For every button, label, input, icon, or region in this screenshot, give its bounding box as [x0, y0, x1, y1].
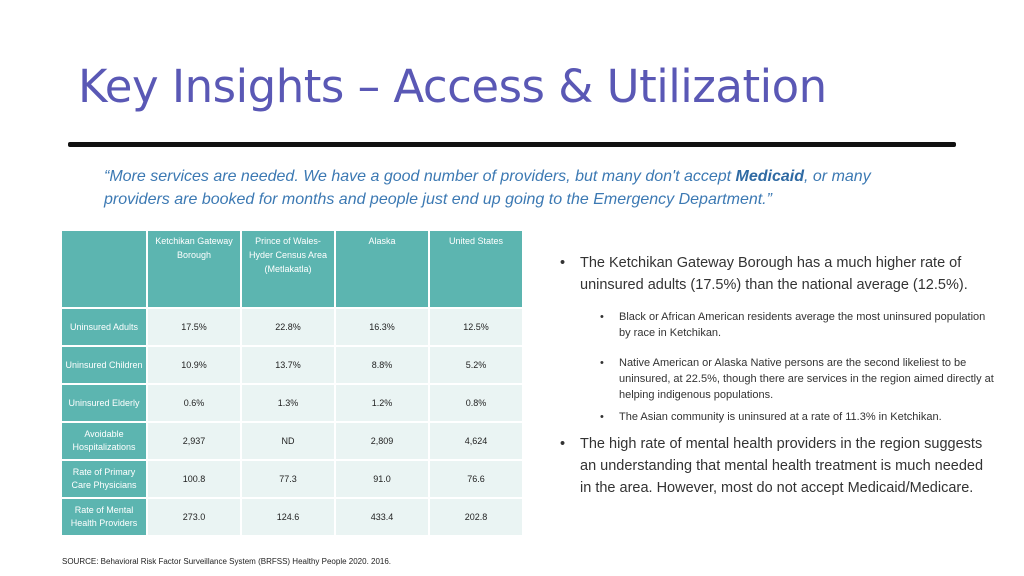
table-cell: 124.6	[242, 499, 334, 535]
table-row: Rate of Mental Health Providers 273.0 12…	[62, 499, 522, 535]
table-cell: 433.4	[336, 499, 428, 535]
quote: “More services are needed. We have a goo…	[104, 165, 924, 211]
table-cell: 2,937	[148, 423, 240, 459]
table-cell: 22.8%	[242, 309, 334, 345]
row-label: Uninsured Adults	[62, 309, 146, 345]
page-title: Key Insights – Access & Utilization	[78, 60, 827, 113]
row-label: Uninsured Children	[62, 347, 146, 383]
table-cell: 13.7%	[242, 347, 334, 383]
table-row: Uninsured Children 10.9% 13.7% 8.8% 5.2%	[62, 347, 522, 383]
table-cell: 8.8%	[336, 347, 428, 383]
bullet-sub: Native American or Alaska Native persons…	[560, 355, 996, 403]
table-cell: 1.2%	[336, 385, 428, 421]
table-cell: 0.8%	[430, 385, 522, 421]
row-label: Rate of Primary Care Physicians	[62, 461, 146, 497]
row-label: Uninsured Elderly	[62, 385, 146, 421]
table-header-corner	[62, 231, 146, 307]
table-cell: 5.2%	[430, 347, 522, 383]
insurance-table: Ketchikan Gateway Borough Prince of Wale…	[60, 229, 524, 537]
table-cell: 77.3	[242, 461, 334, 497]
row-label: Rate of Mental Health Providers	[62, 499, 146, 535]
bullet-main: The high rate of mental health providers…	[560, 433, 996, 499]
table-header-alaska: Alaska	[336, 231, 428, 307]
table-header-ketchikan: Ketchikan Gateway Borough	[148, 231, 240, 307]
table-row: Uninsured Adults 17.5% 22.8% 16.3% 12.5%	[62, 309, 522, 345]
table-row: Uninsured Elderly 0.6% 1.3% 1.2% 0.8%	[62, 385, 522, 421]
table-cell: 100.8	[148, 461, 240, 497]
table-cell: 2,809	[336, 423, 428, 459]
bullet-main: The Ketchikan Gateway Borough has a much…	[560, 252, 996, 296]
table-header-row: Ketchikan Gateway Borough Prince of Wale…	[62, 231, 522, 307]
table-cell: ND	[242, 423, 334, 459]
table-cell: 91.0	[336, 461, 428, 497]
table-row: Avoidable Hospitalizations 2,937 ND 2,80…	[62, 423, 522, 459]
bullet-sub: Black or African American residents aver…	[560, 309, 996, 341]
table-header-united-states: United States	[430, 231, 522, 307]
title-divider	[68, 142, 956, 147]
table-cell: 16.3%	[336, 309, 428, 345]
row-label: Avoidable Hospitalizations	[62, 423, 146, 459]
source-note: SOURCE: Behavioral Risk Factor Surveilla…	[62, 557, 392, 566]
table-cell: 202.8	[430, 499, 522, 535]
table-cell: 12.5%	[430, 309, 522, 345]
table-header-prince-of-wales: Prince of Wales-Hyder Census Area (Metla…	[242, 231, 334, 307]
insights-list: The Ketchikan Gateway Borough has a much…	[560, 252, 996, 499]
table-cell: 76.6	[430, 461, 522, 497]
table-cell: 10.9%	[148, 347, 240, 383]
table-cell: 17.5%	[148, 309, 240, 345]
table-cell: 1.3%	[242, 385, 334, 421]
quote-emphasis: Medicaid	[735, 168, 805, 185]
quote-text-start: “More services are needed. We have a goo…	[104, 168, 736, 185]
table-cell: 0.6%	[148, 385, 240, 421]
table-row: Rate of Primary Care Physicians 100.8 77…	[62, 461, 522, 497]
bullet-sub: The Asian community is uninsured at a ra…	[560, 409, 996, 425]
table-cell: 273.0	[148, 499, 240, 535]
quote-text-end: , or many providers are booked for month…	[104, 168, 871, 208]
table-cell: 4,624	[430, 423, 522, 459]
